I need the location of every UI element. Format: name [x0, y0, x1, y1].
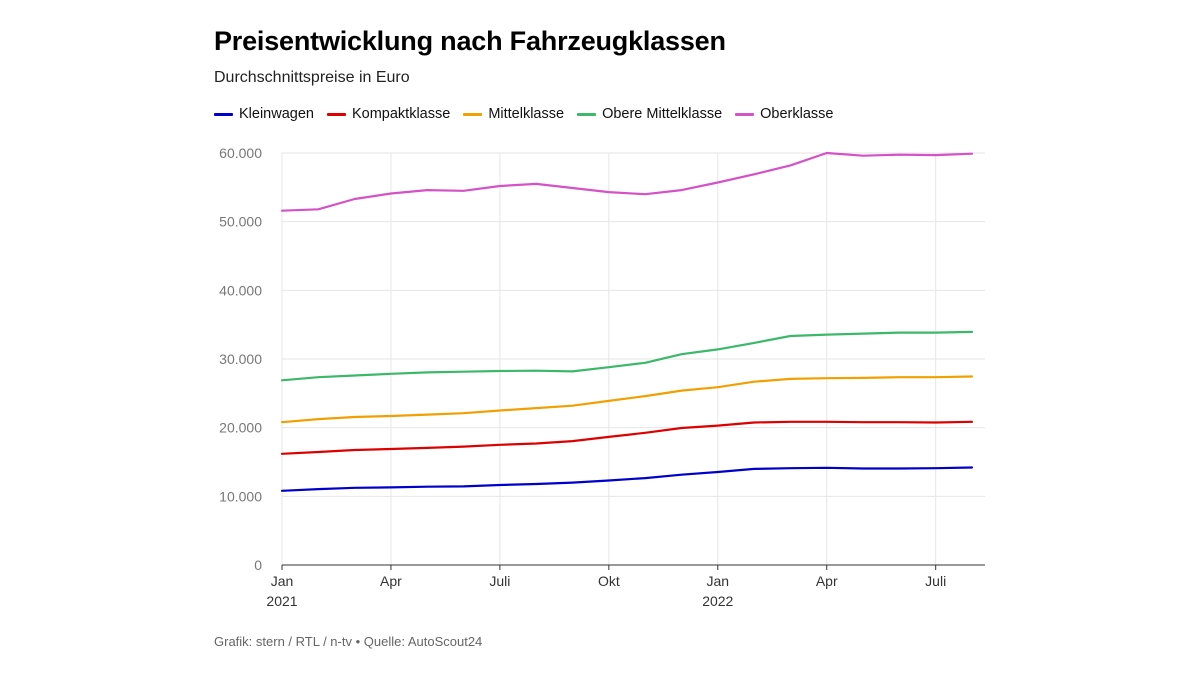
x-tick-label: Apr [380, 573, 402, 589]
chart-legend: Kleinwagen Kompaktklasse Mittelklasse Ob… [214, 106, 846, 122]
series-line-oberklasse [280, 151, 974, 212]
series-line-obere-mittelklasse [280, 330, 974, 382]
legend-label-mittelklasse: Mittelklasse [488, 106, 565, 122]
legend-label-kleinwagen: Kleinwagen [239, 106, 314, 122]
y-tick-label: 0 [254, 557, 262, 573]
legend-swatch-oberklasse [735, 112, 755, 116]
legend-item-kompaktklasse[interactable]: Kompaktklasse [326, 106, 451, 122]
x-tick-label: Okt [598, 573, 620, 589]
x-tick-label: Jan [707, 573, 730, 589]
legend-swatch-mittelklasse [463, 112, 483, 116]
legend-item-oberklasse[interactable]: Oberklasse [735, 106, 833, 122]
legend-item-kleinwagen[interactable]: Kleinwagen [214, 106, 314, 122]
legend-item-obere-mittelklasse[interactable]: Obere Mittelklasse [577, 106, 722, 122]
series-line-kleinwagen [280, 466, 974, 492]
chart-title: Preisentwicklung nach Fahrzeugklassen [214, 26, 726, 56]
series-layer [280, 151, 974, 492]
axis-layer: 0 10.000 20.000 30.000 40.000 50.000 60.000 Jan… [219, 145, 985, 609]
series-line-mittelklasse [280, 375, 974, 424]
series-line-kompaktklasse [280, 420, 974, 455]
legend-swatch-kompaktklasse [326, 112, 346, 116]
x-tick-year-label: 2021 [266, 593, 297, 609]
legend-swatch-kleinwagen [214, 112, 233, 116]
legend-label-obere-mittelklasse: Obere Mittelklasse [602, 106, 723, 122]
x-tick-label: Juli [489, 573, 510, 589]
legend-label-oberklasse: Oberklasse [760, 106, 834, 122]
source-credit: Grafik: stern / RTL / n-tv • Quelle: Aut… [214, 634, 483, 649]
y-tick-label: 20.000 [219, 420, 262, 436]
x-tick-label: Jan [271, 573, 294, 589]
grid-layer [281, 152, 985, 565]
x-tick-year-label: 2022 [702, 593, 733, 609]
y-tick-label: 60.000 [219, 145, 262, 161]
x-tick-label: Juli [925, 573, 946, 589]
chart-subtitle: Durchschnittspreise in Euro [214, 69, 410, 86]
legend-label-kompaktklasse: Kompaktklasse [351, 106, 451, 122]
y-tick-label: 50.000 [219, 214, 262, 230]
x-tick-label: Apr [816, 573, 838, 589]
y-tick-label: 10.000 [219, 488, 262, 504]
legend-item-mittelklasse[interactable]: Mittelklasse [463, 106, 564, 122]
legend-swatch-obere-mittelklasse [577, 112, 597, 116]
y-tick-label: 30.000 [219, 351, 262, 367]
y-tick-label: 40.000 [219, 282, 262, 298]
